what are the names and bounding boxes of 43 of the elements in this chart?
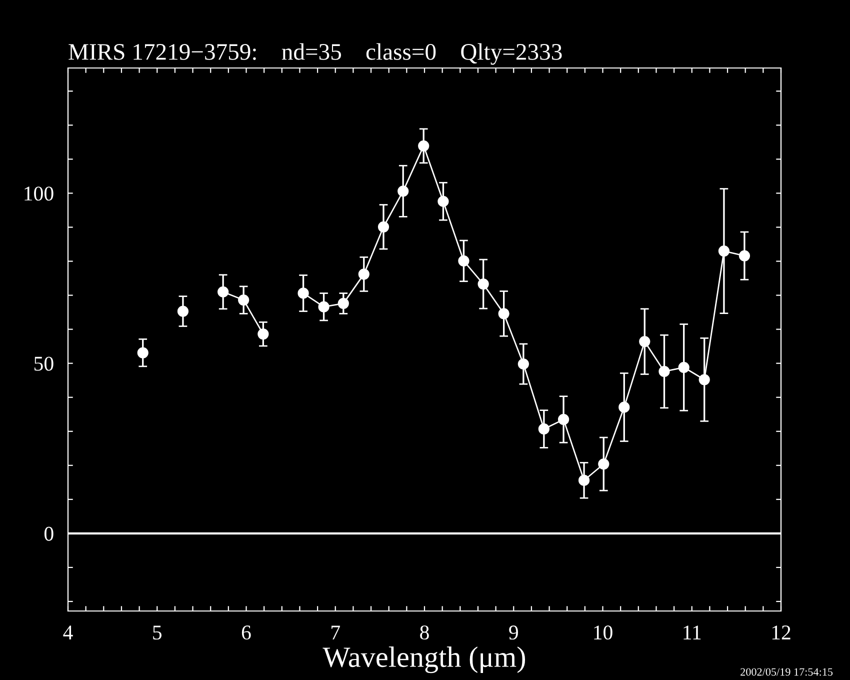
- y-tick-label: 0: [44, 526, 54, 541]
- text: 2002/05/19 17:54:15: [740, 668, 833, 676]
- point: [658, 366, 670, 378]
- y-tick-label: 100: [24, 186, 54, 201]
- y-tick-label: 50: [34, 356, 54, 371]
- point: [458, 255, 470, 266]
- point: [418, 140, 430, 152]
- point: [318, 301, 330, 312]
- x-tick-label: 4: [63, 626, 73, 640]
- point: [538, 423, 550, 435]
- point: [738, 250, 750, 262]
- point: [639, 336, 650, 348]
- point: [298, 288, 309, 299]
- point: [137, 347, 148, 358]
- x-tick-label: 10: [594, 625, 612, 640]
- point: [558, 414, 570, 426]
- x-tick-label: 9: [509, 626, 518, 640]
- x-tick-label: 5: [153, 626, 162, 640]
- point: [258, 328, 269, 340]
- point: [358, 268, 370, 280]
- x-tick-label: 12: [772, 626, 790, 640]
- point: [678, 362, 690, 373]
- chart-title: MIRS 17219−3759: nd=35 class=0 Qlty=2333: [68, 43, 562, 65]
- point: [218, 286, 229, 298]
- point: [498, 308, 510, 320]
- point: [578, 474, 590, 486]
- point: [478, 278, 489, 290]
- point: [398, 186, 409, 197]
- point: [378, 221, 390, 232]
- point: [598, 458, 610, 470]
- x-tick-label: 7: [332, 626, 340, 640]
- point: [338, 298, 349, 309]
- x-tick-label: 8: [420, 625, 429, 640]
- x-tick-label: 11: [684, 626, 701, 640]
- point: [698, 374, 710, 386]
- point: [618, 402, 630, 413]
- point: [438, 196, 449, 207]
- point: [238, 294, 250, 306]
- point: [718, 245, 730, 257]
- point: [518, 358, 529, 370]
- x-tick-label: 6: [242, 626, 251, 640]
- point: [177, 306, 189, 317]
- x-axis-title: Wavelength (μm): [322, 646, 526, 674]
